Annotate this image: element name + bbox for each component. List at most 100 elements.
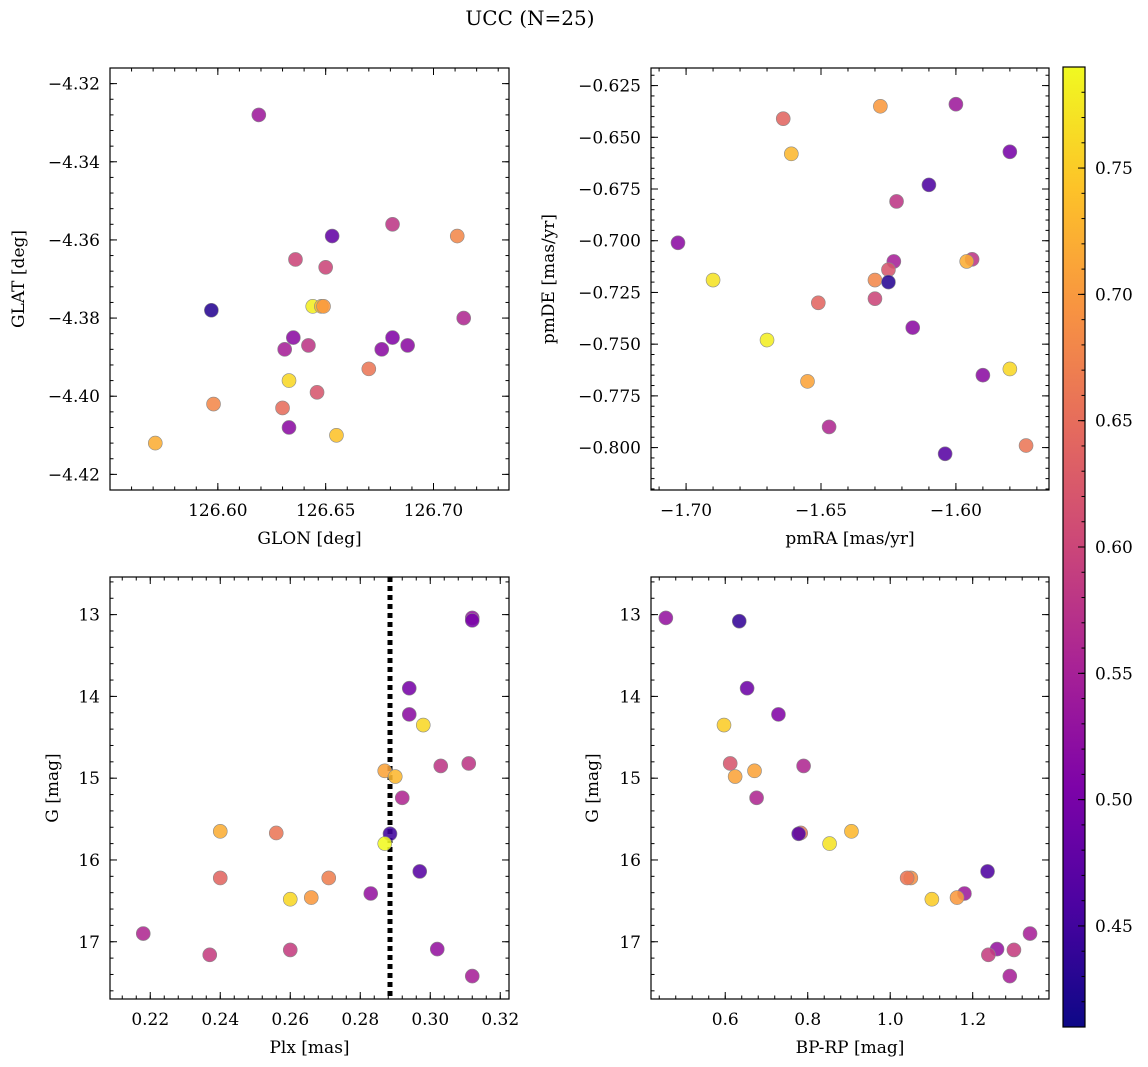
data-point	[873, 98, 888, 114]
data-point	[810, 295, 826, 311]
x-tick-label: 0.8	[794, 1010, 821, 1030]
data-point	[415, 717, 431, 733]
data-point	[301, 338, 316, 353]
plot-frame	[650, 67, 1050, 491]
data-point	[980, 864, 995, 879]
panel-proper-motion: −1.70 −1.65 −1.60 −0.800 −0.775 −0.750 −0.725 −…	[539, 67, 1050, 549]
data-point	[401, 680, 417, 696]
data-point	[937, 446, 953, 462]
y-tick-label: 16	[619, 851, 641, 871]
data-point	[948, 96, 964, 112]
data-point	[387, 769, 403, 784]
y-tick-label: 17	[78, 933, 100, 953]
data-point	[412, 864, 428, 879]
data-point	[400, 338, 415, 353]
y-tick-label: 17	[619, 933, 641, 953]
data-point	[771, 707, 786, 722]
data-point	[924, 891, 940, 907]
data-point	[449, 228, 465, 244]
y-axis-label: G [mag]	[583, 753, 603, 822]
data-point	[394, 790, 410, 806]
data-point	[202, 947, 218, 963]
data-point	[321, 870, 337, 886]
data-point	[775, 111, 791, 126]
data-point	[716, 717, 732, 733]
data-point	[385, 216, 400, 232]
x-axis-label: BP-RP [mag]	[796, 1038, 905, 1058]
plot-frame	[109, 67, 510, 491]
colorbar-tick-label: 0.45	[1095, 917, 1133, 937]
colorbar-tick-label: 0.60	[1095, 538, 1133, 558]
data-point	[464, 968, 480, 984]
data-point	[135, 926, 151, 941]
data-point	[277, 342, 292, 357]
data-point	[282, 942, 298, 958]
data-point	[759, 332, 775, 348]
y-axis-label: GLAT [deg]	[9, 230, 29, 328]
data-point	[1022, 926, 1038, 941]
data-point	[374, 342, 390, 357]
data-point	[288, 252, 303, 267]
data-point	[981, 947, 996, 963]
y-tick-label: 13	[78, 606, 100, 626]
data-point	[206, 396, 221, 412]
data-point	[464, 613, 480, 628]
data-point	[282, 891, 298, 907]
data-point	[329, 427, 344, 443]
y-tick-label: 14	[619, 687, 641, 707]
data-point	[324, 228, 340, 244]
data-point	[456, 310, 472, 326]
colorbar-tick-label: 0.55	[1095, 664, 1133, 684]
y-tick-label: −4.32	[48, 75, 100, 95]
x-tick-label: 0.6	[712, 1010, 739, 1030]
colorbar-tick-label: 0.75	[1095, 159, 1133, 179]
data-point	[800, 374, 815, 389]
y-tick-label: −0.775	[578, 387, 641, 407]
plot-frame	[650, 576, 1050, 1000]
data-point	[1002, 968, 1018, 984]
data-point	[1006, 942, 1022, 958]
colorbar-tick-label: 0.65	[1095, 412, 1133, 432]
data-point	[949, 890, 965, 905]
data-point	[889, 194, 904, 209]
data-point	[959, 254, 975, 269]
data-point	[821, 419, 837, 435]
x-tick-label: 0.24	[201, 1010, 239, 1030]
data-point	[147, 435, 163, 451]
y-tick-label: −4.42	[48, 465, 100, 485]
x-tick-label: −1.60	[930, 501, 982, 521]
y-tick-label: −4.36	[48, 231, 100, 251]
data-point	[212, 870, 228, 886]
data-point	[899, 870, 915, 886]
data-point	[251, 107, 267, 123]
x-tick-label: 0.22	[131, 1010, 169, 1030]
y-tick-label: −0.650	[578, 128, 641, 148]
y-tick-label: 15	[619, 769, 641, 789]
x-tick-label: 1.2	[959, 1010, 986, 1030]
data-point	[881, 274, 896, 290]
data-point	[844, 824, 859, 839]
data-point	[658, 610, 674, 626]
y-axis-label: pmDE [mas/yr]	[539, 214, 559, 344]
x-tick-label: 1.0	[877, 1010, 904, 1030]
data-point	[727, 769, 743, 784]
panel-parallax-magnitude: 0.22 0.24 0.26 0.28 0.30 0.32 13 14 15 16 17 Plx [m…	[43, 576, 519, 1058]
data-point	[281, 420, 297, 435]
data-point	[309, 385, 325, 400]
data-point	[747, 763, 762, 779]
colorbar-tick-label: 0.50	[1095, 791, 1133, 811]
data-point	[1002, 144, 1018, 160]
x-tick-label: 0.28	[341, 1010, 379, 1030]
x-axis-label: Plx [mas]	[269, 1038, 349, 1058]
data-point	[361, 361, 377, 377]
y-tick-label: −0.625	[578, 77, 641, 97]
data-point	[731, 613, 747, 629]
data-point	[796, 758, 811, 774]
y-tick-label: −4.34	[48, 153, 100, 173]
y-tick-label: −4.38	[48, 309, 100, 329]
data-point	[881, 262, 896, 277]
y-axis-label: G [mag]	[43, 753, 63, 822]
panel-color-magnitude: 0.6 0.8 1.0 1.2 13 14 15 16 17 BP-RP [mag] G [mag]	[583, 576, 1050, 1058]
data-point	[429, 941, 445, 957]
data-point	[204, 302, 219, 318]
